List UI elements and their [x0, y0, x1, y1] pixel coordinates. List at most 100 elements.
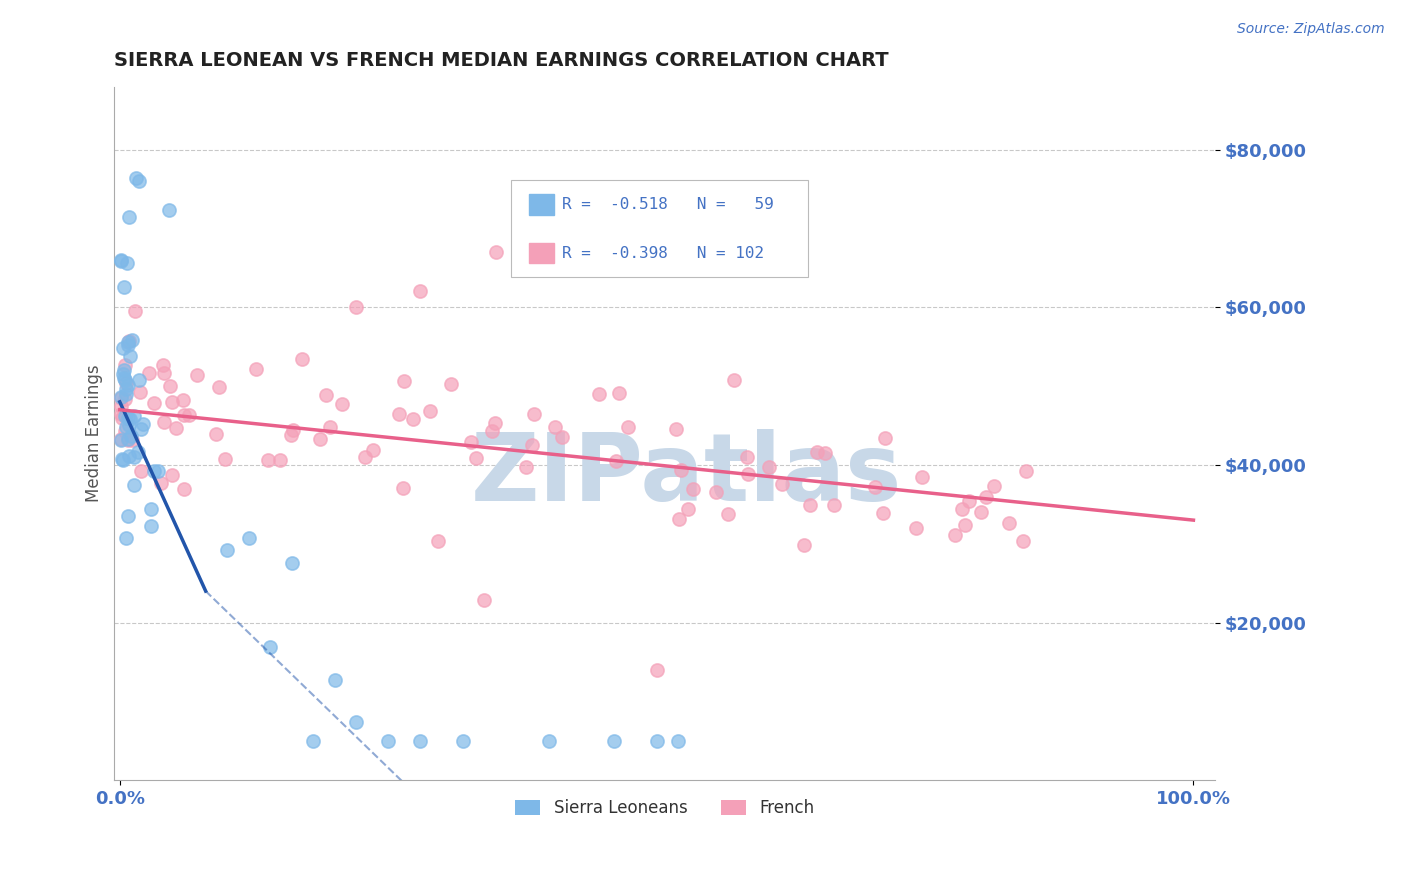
French: [484, 245, 506, 260]
French: [793, 538, 815, 552]
French: [281, 423, 304, 437]
French: [460, 435, 482, 450]
Sierra Leoneans: [115, 256, 138, 270]
Sierra Leoneans: [114, 409, 136, 423]
Sierra Leoneans: [217, 543, 239, 558]
French: [1011, 533, 1033, 548]
French: [823, 498, 845, 512]
French: [280, 428, 302, 442]
Sierra Leoneans: [377, 734, 399, 748]
French: [520, 438, 543, 452]
French: [208, 380, 231, 394]
Sierra Leoneans: [114, 382, 136, 396]
French: [607, 386, 630, 401]
Sierra Leoneans: [117, 378, 139, 392]
Sierra Leoneans: [238, 532, 260, 546]
Sierra Leoneans: [112, 280, 135, 294]
Sierra Leoneans: [127, 445, 149, 459]
French: [863, 480, 886, 494]
Sierra Leoneans: [124, 409, 146, 423]
Sierra Leoneans: [344, 714, 367, 729]
French: [129, 464, 152, 478]
Sierra Leoneans: [114, 386, 136, 401]
Sierra Leoneans: [139, 501, 162, 516]
Sierra Leoneans: [302, 734, 325, 748]
Sierra Leoneans: [118, 349, 141, 363]
Sierra Leoneans: [538, 734, 561, 748]
Sierra Leoneans: [111, 368, 134, 382]
French: [153, 366, 176, 380]
French: [291, 351, 314, 366]
Sierra Leoneans: [409, 734, 432, 748]
French: [388, 407, 411, 421]
French: [205, 426, 228, 441]
Text: R =  -0.518   N =   59: R = -0.518 N = 59: [562, 197, 775, 212]
Sierra Leoneans: [111, 452, 134, 467]
Sierra Leoneans: [117, 338, 139, 352]
French: [153, 415, 176, 429]
French: [484, 416, 506, 430]
French: [110, 391, 132, 405]
French: [256, 453, 278, 467]
Sierra Leoneans: [602, 734, 624, 748]
French: [550, 430, 572, 444]
French: [114, 358, 136, 372]
Sierra Leoneans: [259, 640, 281, 654]
Sierra Leoneans: [148, 464, 170, 478]
Sierra Leoneans: [118, 417, 141, 432]
French: [402, 411, 425, 425]
French: [330, 397, 353, 411]
French: [159, 378, 181, 392]
Sierra Leoneans: [121, 333, 143, 347]
French: [523, 407, 546, 421]
French: [998, 516, 1021, 530]
French: [813, 446, 835, 460]
Sierra Leoneans: [110, 253, 132, 268]
Bar: [529, 194, 554, 215]
Sierra Leoneans: [666, 734, 689, 748]
French: [179, 408, 201, 422]
French: [723, 373, 745, 387]
Sierra Leoneans: [128, 174, 150, 188]
French: [392, 374, 415, 388]
French: [110, 432, 132, 446]
Sierra Leoneans: [114, 373, 136, 387]
Sierra Leoneans: [323, 673, 346, 687]
French: [588, 387, 610, 401]
French: [361, 442, 384, 457]
French: [309, 432, 332, 446]
French: [943, 527, 966, 541]
Sierra Leoneans: [118, 450, 141, 464]
French: [717, 507, 740, 521]
Sierra Leoneans: [111, 342, 134, 356]
French: [419, 404, 441, 418]
Text: R =  -0.398   N = 102: R = -0.398 N = 102: [562, 245, 765, 260]
French: [165, 420, 187, 434]
Bar: [529, 243, 554, 263]
French: [160, 467, 183, 482]
French: [110, 399, 132, 413]
French: [669, 463, 692, 477]
French: [149, 476, 172, 491]
Sierra Leoneans: [115, 420, 138, 434]
French: [129, 384, 152, 399]
Sierra Leoneans: [112, 371, 135, 385]
French: [737, 467, 759, 481]
French: [872, 507, 894, 521]
French: [737, 450, 759, 465]
French: [173, 408, 195, 422]
Sierra Leoneans: [453, 734, 475, 748]
French: [957, 493, 980, 508]
Sierra Leoneans: [129, 422, 152, 436]
French: [344, 300, 367, 314]
French: [770, 476, 793, 491]
French: [354, 450, 377, 464]
FancyBboxPatch shape: [510, 180, 807, 277]
Sierra Leoneans: [110, 253, 132, 268]
French: [645, 663, 668, 677]
French: [974, 491, 997, 505]
French: [138, 366, 160, 380]
Text: SIERRA LEONEAN VS FRENCH MEDIAN EARNINGS CORRELATION CHART: SIERRA LEONEAN VS FRENCH MEDIAN EARNINGS…: [114, 51, 889, 70]
French: [160, 394, 183, 409]
French: [124, 304, 146, 318]
